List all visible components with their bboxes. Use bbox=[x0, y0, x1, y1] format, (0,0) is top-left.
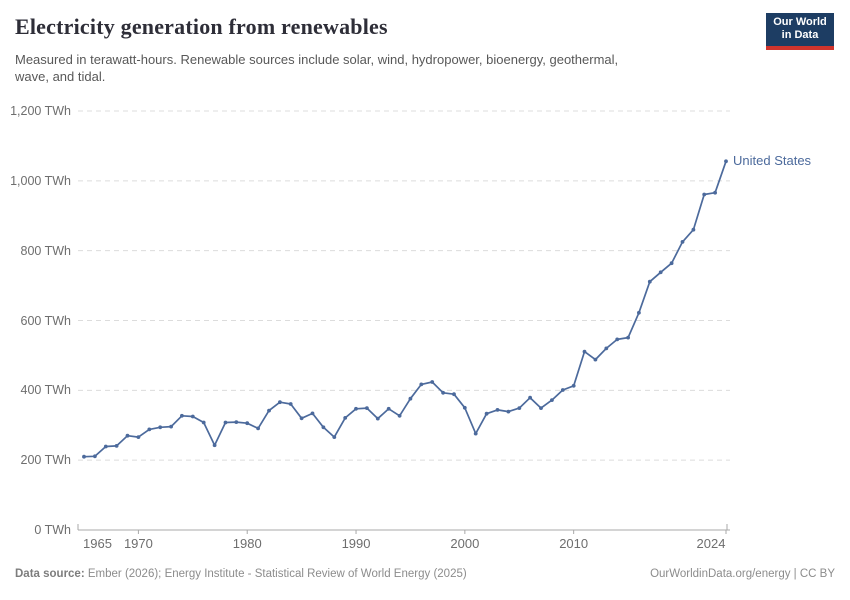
x-tick-label: 2000 bbox=[450, 536, 480, 551]
data-point[interactable] bbox=[125, 433, 130, 438]
data-point[interactable] bbox=[724, 159, 728, 164]
data-point[interactable] bbox=[702, 192, 707, 197]
data-point[interactable] bbox=[343, 416, 348, 420]
data-point[interactable] bbox=[278, 400, 282, 405]
data-point[interactable] bbox=[310, 411, 315, 416]
data-point[interactable] bbox=[245, 421, 250, 426]
y-tick-label: 600 TWh bbox=[20, 313, 72, 328]
x-tick-label: 1965 bbox=[83, 536, 112, 551]
data-point[interactable] bbox=[408, 396, 413, 401]
data-point[interactable] bbox=[539, 406, 543, 410]
data-point[interactable] bbox=[506, 409, 511, 414]
data-point[interactable] bbox=[691, 227, 696, 232]
data-point[interactable] bbox=[669, 261, 674, 266]
x-tick-label: 1990 bbox=[341, 536, 371, 551]
x-tick-label: 2010 bbox=[559, 536, 589, 551]
data-point[interactable] bbox=[136, 435, 141, 439]
data-point[interactable] bbox=[321, 425, 326, 430]
data-source-label: Data source: bbox=[15, 568, 85, 580]
data-point[interactable] bbox=[419, 382, 424, 387]
data-point[interactable] bbox=[234, 420, 239, 424]
data-point[interactable] bbox=[615, 337, 620, 342]
data-point[interactable] bbox=[441, 390, 445, 395]
data-point[interactable] bbox=[375, 416, 380, 421]
data-point[interactable] bbox=[147, 427, 152, 432]
owid-logo-line-1: Our World bbox=[773, 16, 827, 28]
data-point[interactable] bbox=[212, 443, 217, 448]
data-point[interactable] bbox=[256, 426, 260, 431]
y-tick-label: 1,200 TWh bbox=[10, 104, 71, 118]
y-tick-label: 800 TWh bbox=[20, 243, 72, 258]
data-point[interactable] bbox=[484, 411, 489, 416]
y-tick-label: 1,000 TWh bbox=[10, 173, 71, 188]
data-point[interactable] bbox=[550, 398, 554, 402]
footer-link[interactable]: OurWorldinData.org/energy | CC BY bbox=[650, 568, 835, 580]
data-point[interactable] bbox=[365, 406, 369, 410]
data-point[interactable] bbox=[299, 416, 304, 421]
page-title: Electricity generation from renewables bbox=[15, 14, 388, 39]
data-point[interactable] bbox=[82, 454, 86, 459]
y-tick-label: 200 TWh bbox=[20, 453, 72, 468]
data-point[interactable] bbox=[626, 335, 630, 340]
series-line-united-states[interactable] bbox=[83, 160, 727, 458]
data-point[interactable] bbox=[462, 405, 467, 410]
data-point[interactable] bbox=[430, 380, 435, 384]
data-source-text: Ember (2026); Energy Institute - Statist… bbox=[87, 568, 467, 580]
data-point[interactable] bbox=[528, 395, 532, 400]
data-point[interactable] bbox=[582, 349, 587, 354]
data-point[interactable] bbox=[658, 270, 663, 275]
owid-logo-red-bar bbox=[766, 46, 834, 50]
data-point[interactable] bbox=[354, 406, 358, 411]
data-point[interactable] bbox=[571, 383, 576, 388]
y-tick-label: 0 TWh bbox=[34, 523, 71, 537]
chart-footer: Data source: Ember (2026); Energy Instit… bbox=[15, 568, 835, 580]
data-point[interactable] bbox=[114, 444, 119, 448]
line-chart-canvas[interactable] bbox=[0, 0, 850, 565]
data-point[interactable] bbox=[397, 413, 402, 418]
x-tick-label: 1970 bbox=[123, 536, 153, 551]
data-point[interactable] bbox=[93, 454, 97, 459]
subtitle-line-1: Measured in terawatt-hours. Renewable so… bbox=[15, 52, 619, 67]
y-tick-label: 400 TWh bbox=[20, 383, 72, 398]
data-point[interactable] bbox=[158, 425, 163, 430]
data-point[interactable] bbox=[495, 408, 500, 412]
data-point[interactable] bbox=[169, 424, 174, 429]
data-point[interactable] bbox=[386, 406, 391, 411]
x-tick-label: 1980 bbox=[232, 536, 262, 551]
owid-logo-line-2: in Data bbox=[781, 29, 819, 41]
data-point[interactable] bbox=[332, 435, 337, 439]
data-point[interactable] bbox=[637, 310, 641, 315]
data-point[interactable] bbox=[103, 444, 108, 449]
data-point[interactable] bbox=[201, 420, 206, 425]
subtitle-line-2: wave, and tidal. bbox=[15, 69, 106, 84]
owid-logo-box: Our World in Data bbox=[766, 13, 834, 46]
data-point[interactable] bbox=[452, 392, 456, 397]
data-point[interactable] bbox=[680, 240, 685, 244]
data-point[interactable] bbox=[267, 408, 271, 413]
data-point[interactable] bbox=[473, 431, 478, 436]
data-point[interactable] bbox=[713, 190, 717, 195]
data-point[interactable] bbox=[517, 406, 522, 410]
data-point[interactable] bbox=[604, 346, 609, 351]
series-label-united-states[interactable]: United States bbox=[733, 153, 812, 169]
data-point[interactable] bbox=[593, 357, 598, 362]
data-source: Data source: Ember (2026); Energy Instit… bbox=[15, 568, 467, 580]
x-tick-label: 2024 bbox=[696, 536, 726, 551]
owid-logo[interactable]: Our World in Data bbox=[766, 13, 834, 50]
page-subtitle: Measured in terawatt-hours. Renewable so… bbox=[15, 51, 618, 85]
data-point[interactable] bbox=[288, 402, 293, 406]
data-point[interactable] bbox=[647, 279, 652, 284]
data-point[interactable] bbox=[223, 420, 228, 425]
data-point[interactable] bbox=[560, 388, 565, 392]
data-point[interactable] bbox=[190, 414, 195, 419]
data-point[interactable] bbox=[180, 413, 184, 418]
